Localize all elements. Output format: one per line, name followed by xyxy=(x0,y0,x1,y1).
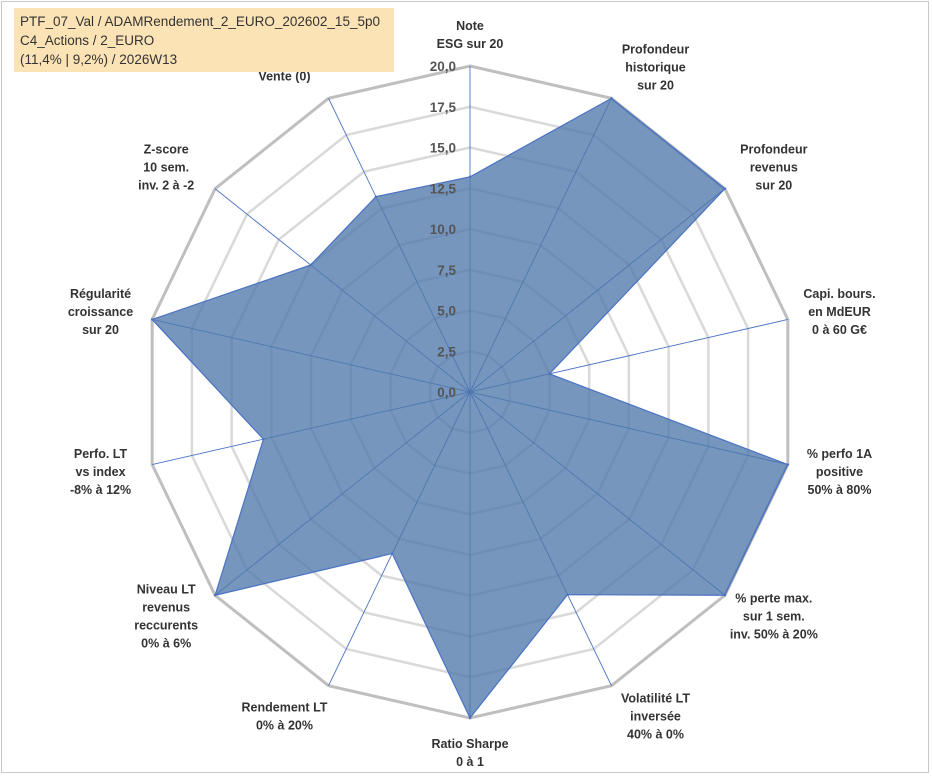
axis-label-line: sur 20 xyxy=(755,179,792,193)
axis-label-line: % perte max. xyxy=(735,591,812,605)
data-point-11 xyxy=(150,318,154,321)
title-line-2: C4_Actions / 2_EURO xyxy=(20,33,155,48)
axis-label-line: revenus xyxy=(142,600,190,614)
axis-label-12: Z-score 10 sem. inv. 2 à -2 xyxy=(138,143,194,193)
axis-label-3: Capi. bours. en MdEUR 0 à 60 G€ xyxy=(803,287,875,337)
axis-label-line: -8% à 12% xyxy=(70,483,131,497)
tick-label: 2,5 xyxy=(437,344,456,359)
axis-label-line: 0 à 1 xyxy=(456,755,484,769)
data-point-4 xyxy=(786,463,790,466)
axis-label-line: Volatilité LT xyxy=(621,691,690,705)
radar-tick-labels: 0,0 2,5 5,0 7,5 10,0 12,5 15,0 17,5 20,0 xyxy=(430,59,457,400)
axis-label-line: sur 20 xyxy=(82,323,119,337)
data-point-13 xyxy=(374,195,378,198)
axis-label-line: Z-score xyxy=(144,143,189,157)
tick-label: 5,0 xyxy=(437,304,456,319)
axis-label-line: inv. 2 à -2 xyxy=(138,179,194,193)
data-point-5 xyxy=(723,594,727,597)
axis-label-line: 0% à 6% xyxy=(141,636,191,650)
data-point-9 xyxy=(213,594,217,597)
axis-label-line: % perfo 1A xyxy=(807,447,872,461)
data-point-3 xyxy=(548,372,551,376)
axis-label-line: Profondeur xyxy=(740,143,807,157)
axis-label-5: % perte max. sur 1 sem. inv. 50% à 20% xyxy=(730,591,818,641)
data-point-12 xyxy=(309,263,312,267)
series-area-0 xyxy=(151,97,789,720)
axis-label-line: vs index xyxy=(76,465,126,479)
data-point-7 xyxy=(468,716,472,720)
axis-label-line: inversée xyxy=(630,709,681,723)
title-line-3: (11,4% | 9,2%) / 2026W13 xyxy=(20,52,178,67)
axis-label-line: sur 1 sem. xyxy=(743,609,805,623)
tick-label: 17,5 xyxy=(430,100,457,115)
axis-label-8: Rendement LT 0% à 20% xyxy=(242,700,328,732)
axis-label-line: sur 20 xyxy=(637,79,674,93)
axis-label-6: Volatilité LT inversée 40% à 0% xyxy=(621,691,690,741)
axis-label-line: Capi. bours. xyxy=(803,287,875,301)
axis-label-line: 0 à 60 G€ xyxy=(812,323,867,337)
tick-label: 12,5 xyxy=(430,181,457,196)
title-line-1: PTF_07_Val / ADAMRendement_2_EURO_202602… xyxy=(20,14,380,29)
axis-label-line: croissance xyxy=(68,305,133,319)
axis-label-4: % perfo 1A positive 50% à 80% xyxy=(807,447,872,497)
data-point-1 xyxy=(610,97,613,100)
axis-label-line: Rendement LT xyxy=(242,700,328,714)
tick-label: 7,5 xyxy=(437,263,456,278)
axis-label-line: Niveau LT xyxy=(137,582,196,596)
radar-axis-labels: Note ESG sur 20 Profondeur historique sur 20… xyxy=(68,19,876,769)
axis-label-0: Note ESG sur 20 xyxy=(437,19,504,51)
radar-series-layer xyxy=(150,97,790,720)
axis-label-line: en MdEUR xyxy=(808,305,871,319)
axis-label-1: Profondeur historique sur 20 xyxy=(622,43,689,93)
axis-label-line: Profondeur xyxy=(622,43,689,57)
axis-label-line: Ratio Sharpe xyxy=(431,737,508,751)
axis-label-line: ESG sur 20 xyxy=(437,37,504,51)
axis-label-line: 0% à 20% xyxy=(256,718,313,732)
tick-label: 15,0 xyxy=(430,141,456,156)
axis-label-line: positive xyxy=(816,465,863,479)
axis-label-line: 10 sem. xyxy=(143,161,189,175)
data-point-6 xyxy=(566,593,569,596)
data-point-2 xyxy=(723,187,727,190)
axis-label-line: Perfo. LT xyxy=(74,447,128,461)
axis-label-11: Régularité croissance sur 20 xyxy=(68,287,133,337)
data-point-8 xyxy=(391,552,394,555)
axis-label-line: historique xyxy=(625,61,685,75)
tick-label: 20,0 xyxy=(430,59,456,74)
tick-label: 0,0 xyxy=(437,385,456,400)
axis-label-line: Note xyxy=(456,19,484,33)
axis-label-line: revenus xyxy=(750,161,798,175)
tick-label: 10,0 xyxy=(430,222,456,237)
axis-label-9: Niveau LT revenus reccurents 0% à 6% xyxy=(134,582,198,650)
axis-label-line: inv. 50% à 20% xyxy=(730,627,818,641)
title-box: PTF_07_Val / ADAMRendement_2_EURO_202602… xyxy=(14,8,394,72)
data-point-10 xyxy=(262,437,265,441)
data-point-0 xyxy=(468,175,472,179)
axis-label-line: 50% à 80% xyxy=(808,483,872,497)
axis-label-line: reccurents xyxy=(134,618,198,632)
axis-label-line: 40% à 0% xyxy=(627,727,684,741)
axis-label-line: Régularité xyxy=(70,287,131,301)
axis-label-10: Perfo. LT vs index -8% à 12% xyxy=(70,447,131,497)
axis-label-line: Vente (0) xyxy=(258,70,310,84)
axis-label-2: Profondeur revenus sur 20 xyxy=(740,143,807,193)
axis-label-7: Ratio Sharpe 0 à 1 xyxy=(431,737,508,769)
